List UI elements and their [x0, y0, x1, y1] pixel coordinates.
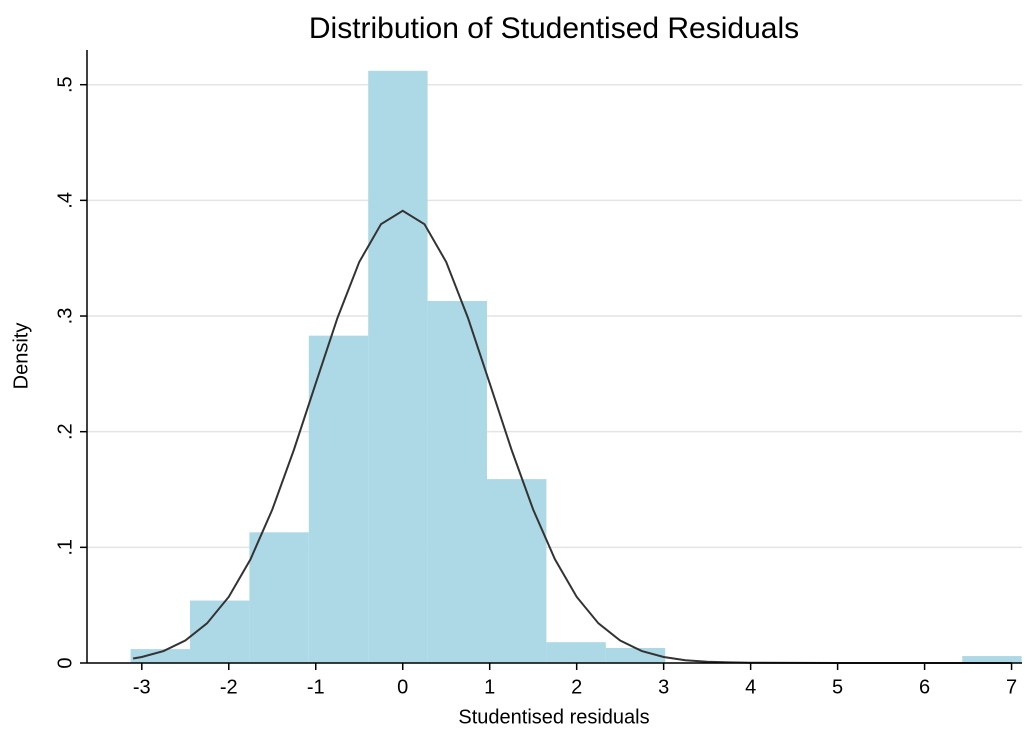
bar: [487, 479, 547, 663]
y-tick-label: 0: [54, 657, 76, 668]
x-axis-label: Studentised residuals: [458, 706, 649, 728]
bar: [962, 656, 1022, 663]
y-tick-label: .1: [54, 539, 76, 556]
x-tick-label: -2: [220, 676, 238, 698]
y-axis-label: Density: [10, 323, 32, 390]
chart-title: Distribution of Studentised Residuals: [309, 12, 799, 45]
x-tick-label: -1: [307, 676, 325, 698]
x-tick-label: 3: [658, 676, 669, 698]
bar: [605, 647, 666, 663]
x-tick-label: 4: [745, 676, 756, 698]
x-tick-label: 1: [484, 676, 495, 698]
y-tick-label: .2: [54, 423, 76, 440]
y-tick-label: .3: [54, 308, 76, 325]
x-tick-label: 7: [1006, 676, 1017, 698]
y-tick-label: .4: [54, 192, 76, 209]
x-tick-label: 5: [832, 676, 843, 698]
bar: [368, 70, 428, 664]
x-tick-label: 2: [571, 676, 582, 698]
bar: [308, 335, 369, 663]
x-tick-label: -3: [133, 676, 151, 698]
bar: [427, 300, 488, 663]
bar: [130, 649, 190, 663]
density-curve: [132, 209, 1012, 664]
x-tick-label: 6: [919, 676, 930, 698]
bar: [189, 600, 250, 663]
x-tick-label: 0: [397, 676, 408, 698]
y-tick-label: .5: [54, 76, 76, 93]
bar: [546, 642, 606, 663]
bar: [249, 532, 309, 663]
